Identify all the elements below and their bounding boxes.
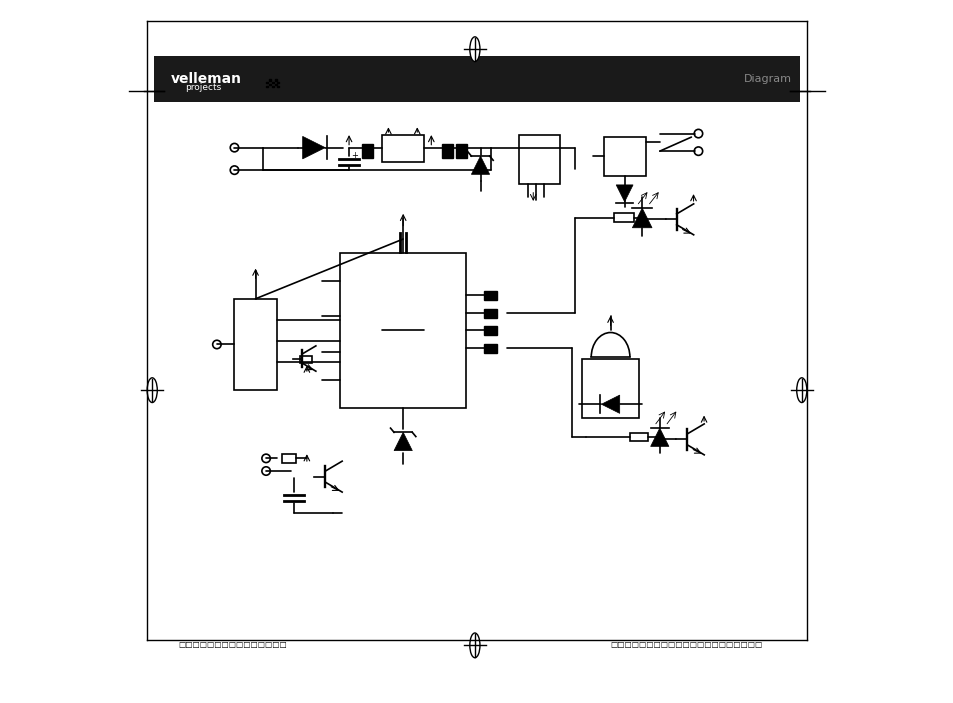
Text: Diagram: Diagram — [743, 75, 791, 84]
Bar — [272, 82, 274, 83]
Text: □□□□□□□□□□□□□□□: □□□□□□□□□□□□□□□ — [178, 640, 287, 649]
Circle shape — [694, 147, 702, 155]
Bar — [274, 79, 276, 81]
Polygon shape — [616, 185, 633, 202]
Circle shape — [230, 166, 238, 174]
Polygon shape — [600, 395, 619, 413]
Polygon shape — [471, 156, 489, 174]
Polygon shape — [632, 208, 651, 228]
FancyBboxPatch shape — [630, 433, 647, 441]
Bar — [266, 86, 268, 87]
FancyBboxPatch shape — [582, 359, 638, 418]
FancyBboxPatch shape — [234, 299, 276, 390]
FancyBboxPatch shape — [339, 253, 466, 408]
Text: projects: projects — [185, 84, 221, 92]
FancyBboxPatch shape — [281, 454, 295, 463]
Bar — [483, 326, 497, 335]
Polygon shape — [394, 432, 412, 451]
FancyBboxPatch shape — [299, 356, 313, 363]
FancyBboxPatch shape — [153, 56, 800, 102]
Text: □□□□□□□□□□□□□□□□□□□□□: □□□□□□□□□□□□□□□□□□□□□ — [610, 640, 762, 649]
Bar — [441, 144, 453, 158]
FancyBboxPatch shape — [614, 213, 633, 222]
Ellipse shape — [469, 633, 479, 658]
Text: +: + — [351, 151, 357, 160]
Ellipse shape — [796, 378, 806, 403]
Bar — [274, 84, 276, 85]
Polygon shape — [650, 428, 668, 446]
FancyBboxPatch shape — [382, 135, 424, 162]
Bar — [269, 84, 271, 85]
Circle shape — [262, 454, 270, 463]
Bar — [456, 144, 467, 158]
Circle shape — [694, 129, 702, 138]
Text: velleman: velleman — [171, 72, 242, 86]
Circle shape — [213, 340, 221, 349]
Bar — [266, 82, 268, 83]
Ellipse shape — [469, 37, 479, 62]
FancyBboxPatch shape — [518, 135, 559, 184]
Bar — [483, 309, 497, 318]
Polygon shape — [302, 136, 325, 159]
FancyBboxPatch shape — [603, 137, 645, 176]
Bar — [361, 144, 373, 158]
Bar — [483, 291, 497, 300]
Bar — [272, 86, 274, 87]
Bar — [277, 86, 279, 87]
Bar — [277, 82, 279, 83]
Circle shape — [262, 467, 270, 475]
Ellipse shape — [147, 378, 157, 403]
Bar — [269, 79, 271, 81]
Circle shape — [230, 143, 238, 152]
Bar — [483, 344, 497, 353]
